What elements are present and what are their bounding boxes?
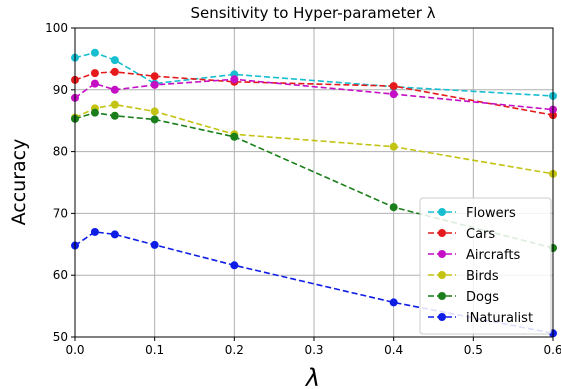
x-tick-label: 0.5 [464, 343, 483, 357]
series-inaturalist [71, 227, 557, 338]
axis-ticks: 0.0 0.1 0.2 0.3 0.4 0.5 0.6 50 60 70 80 90 100 [45, 21, 561, 357]
data-point [110, 100, 119, 109]
data-point [110, 230, 119, 239]
legend-swatch-marker [438, 250, 446, 258]
data-point [90, 79, 99, 88]
legend-swatch-marker [438, 292, 446, 300]
legend-swatch-marker [438, 271, 446, 279]
data-point [90, 227, 99, 236]
x-tick-label: 0.2 [225, 343, 244, 357]
data-point [110, 111, 119, 120]
data-point [230, 261, 239, 270]
data-point [90, 108, 99, 117]
x-tick-label: 0.0 [65, 343, 84, 357]
chart-title: Sensitivity to Hyper-parameter λ [190, 4, 435, 22]
y-axis-label: Accuracy [8, 139, 30, 226]
data-point [230, 132, 239, 141]
data-point [389, 142, 398, 151]
data-point [90, 48, 99, 57]
legend-label: Cars [466, 227, 495, 242]
legend-item: Cars [428, 227, 495, 242]
x-tick-label: 0.3 [304, 343, 323, 357]
data-point [389, 203, 398, 212]
legend-label: iNaturalist [466, 311, 533, 326]
legend-item: Birds [428, 269, 499, 284]
data-point [110, 56, 119, 65]
y-tick-label: 100 [45, 21, 68, 35]
legend-label: Dogs [466, 290, 499, 305]
data-point [150, 72, 159, 81]
data-point [150, 80, 159, 89]
data-point [150, 240, 159, 249]
x-tick-label: 0.6 [543, 343, 561, 357]
x-tick-label: 0.1 [145, 343, 164, 357]
y-tick-label: 60 [53, 268, 68, 282]
legend-swatch-marker [438, 208, 446, 216]
y-tick-label: 70 [53, 206, 68, 220]
data-point [90, 69, 99, 78]
legend-item: Aircrafts [428, 248, 520, 263]
legend-item: iNaturalist [428, 311, 533, 326]
data-point [389, 90, 398, 99]
legend-swatch-marker [438, 229, 446, 237]
y-tick-label: 80 [53, 145, 68, 159]
legend-label: Aircrafts [466, 248, 520, 263]
data-point [110, 67, 119, 76]
legend-item: Dogs [428, 290, 499, 305]
y-tick-label: 50 [53, 330, 68, 344]
legend-label: Birds [466, 269, 499, 284]
data-point [150, 115, 159, 124]
legend-box [419, 197, 552, 335]
legend-swatch-marker [438, 313, 446, 321]
legend-label: Flowers [466, 206, 516, 221]
legend-item: Flowers [428, 206, 516, 221]
data-point [389, 298, 398, 307]
legend: Flowers Cars Aircrafts Birds Dogs iNaturalist [419, 197, 552, 335]
data-point [230, 75, 239, 84]
data-point [389, 82, 398, 91]
y-tick-label: 90 [53, 83, 68, 97]
x-tick-label: 0.4 [384, 343, 403, 357]
data-point [110, 85, 119, 94]
x-axis-label: λ [304, 364, 320, 389]
data-point [150, 107, 159, 116]
